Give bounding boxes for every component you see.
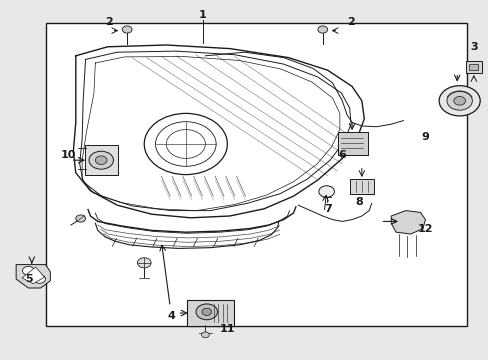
Text: 10: 10 [61,150,76,160]
Text: 3: 3 [469,42,477,52]
Text: 5: 5 [25,274,33,284]
Circle shape [122,26,132,33]
Text: 11: 11 [220,324,235,334]
Text: 4: 4 [167,311,175,321]
Circle shape [318,186,334,197]
Polygon shape [16,265,50,288]
Circle shape [95,156,107,165]
Bar [46,23,466,326]
Circle shape [196,304,217,320]
Circle shape [453,96,465,105]
Circle shape [201,332,209,338]
Text: 7: 7 [323,204,331,214]
FancyBboxPatch shape [465,61,481,73]
FancyBboxPatch shape [186,300,233,326]
Text: 8: 8 [355,197,363,207]
Text: 9: 9 [421,132,428,142]
Text: 6: 6 [338,150,346,160]
Text: 12: 12 [417,224,433,234]
Text: 2: 2 [104,17,112,27]
Polygon shape [22,267,44,284]
Circle shape [22,266,34,275]
Text: 1: 1 [199,10,206,20]
Circle shape [89,151,113,169]
FancyBboxPatch shape [349,179,373,194]
Circle shape [446,91,471,110]
Circle shape [438,86,479,116]
Circle shape [34,275,45,283]
Text: 2: 2 [346,17,354,27]
FancyBboxPatch shape [338,132,367,155]
Circle shape [137,258,151,268]
Circle shape [76,215,85,222]
Circle shape [317,26,327,33]
FancyBboxPatch shape [468,64,477,70]
Circle shape [202,308,211,315]
Polygon shape [390,211,425,234]
FancyBboxPatch shape [84,145,118,175]
